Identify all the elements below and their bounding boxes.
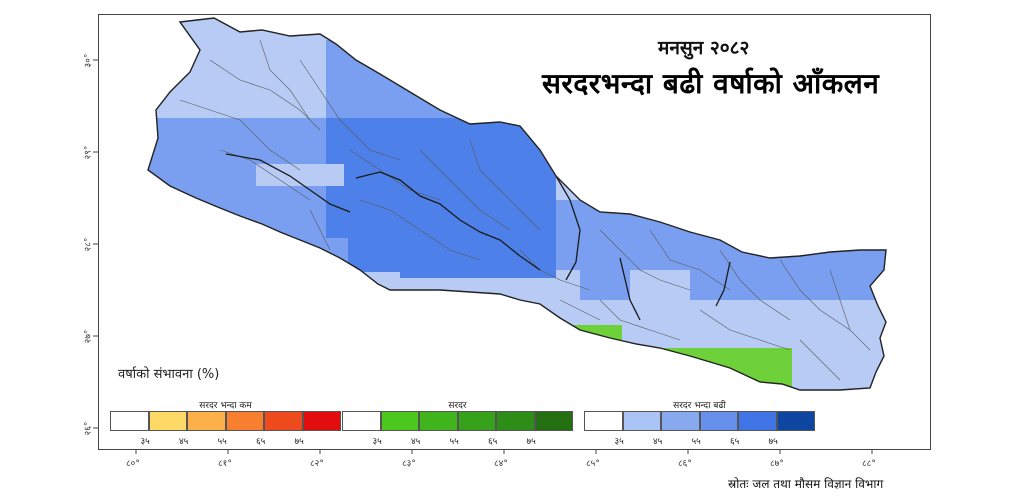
legend-swatch xyxy=(110,411,149,431)
legend-number: ४५ xyxy=(179,437,189,447)
latitude-label: २६° xyxy=(83,421,94,436)
latitude-label: ३०° xyxy=(83,53,94,68)
source-credit: स्रोतः जल तथा मौसम विज्ञान विभाग xyxy=(728,477,884,491)
legend-swatch xyxy=(264,411,303,431)
legend-group-label: सरदर xyxy=(448,401,467,411)
legend-number: ६५ xyxy=(488,437,498,447)
legend-swatch xyxy=(622,411,661,431)
legend-swatch xyxy=(419,411,458,431)
legend-number: ३५ xyxy=(372,437,382,447)
longitude-label: ८५° xyxy=(586,459,600,469)
legend-number: ५५ xyxy=(691,437,701,447)
legend-swatch xyxy=(776,411,815,431)
map-subtitle: सरदरभन्दा बढी वर्षाको आँकलन xyxy=(542,67,880,100)
longitude-label: ८३° xyxy=(402,459,416,469)
nepal-outline xyxy=(147,17,887,391)
legend-number: ५५ xyxy=(217,437,227,447)
legend-swatch xyxy=(496,411,535,431)
longitude-label: ८४° xyxy=(494,459,508,469)
legend-swatch xyxy=(738,411,777,431)
legend-number: ६५ xyxy=(730,437,740,447)
legend-swatch xyxy=(699,411,738,431)
legend-number: ४५ xyxy=(653,437,663,447)
longitude-label: ८२° xyxy=(310,459,324,469)
legend-number: ६५ xyxy=(256,437,266,447)
legend-title: वर्षाको संभावना (%) xyxy=(118,367,220,382)
legend-number: ७५ xyxy=(768,437,778,447)
legend-swatch xyxy=(380,411,419,431)
legend-swatch xyxy=(342,411,381,431)
legend-number: ७५ xyxy=(294,437,304,447)
latitude-label: २८° xyxy=(83,237,94,252)
longitude-label: ८१° xyxy=(218,459,232,469)
longitude-label: ८७° xyxy=(770,459,784,469)
legend-swatch xyxy=(457,411,496,431)
latitude-label: २७° xyxy=(83,329,94,344)
legend-swatch xyxy=(187,411,226,431)
legend-number: ३५ xyxy=(140,437,150,447)
legend-number: ३५ xyxy=(614,437,624,447)
legend-swatch xyxy=(661,411,700,431)
legend-number: ७५ xyxy=(526,437,536,447)
latitude-label: २९° xyxy=(83,145,94,160)
legend-swatch xyxy=(534,411,573,431)
legend-number: ४५ xyxy=(411,437,421,447)
legend-swatch xyxy=(225,411,264,431)
legend-group-label: सरदर भन्दा कम xyxy=(199,401,252,411)
legend-swatch xyxy=(584,411,623,431)
longitude-label: ८०° xyxy=(126,459,140,469)
legend-swatch xyxy=(148,411,187,431)
legend-group-label: सरदर भन्दा बढी xyxy=(673,401,726,411)
map-title: मनसुन २०८२ xyxy=(658,37,750,59)
longitude-label: ८८° xyxy=(862,459,876,469)
longitude-label: ८६° xyxy=(678,459,692,469)
legend-number: ५५ xyxy=(449,437,459,447)
legend-swatch xyxy=(302,411,341,431)
